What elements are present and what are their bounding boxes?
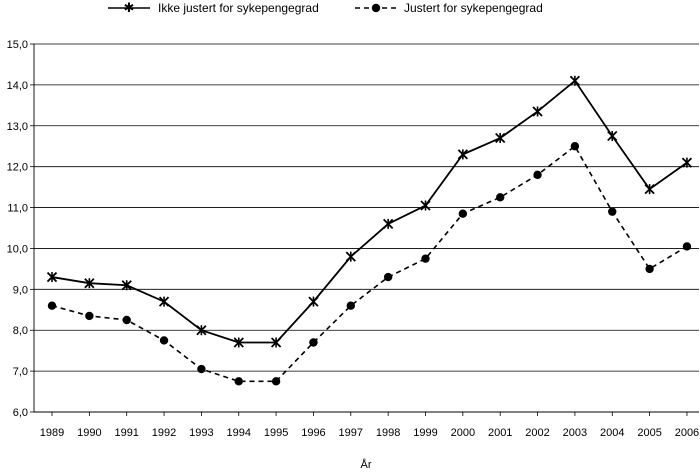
data-point-series-1 (420, 200, 431, 211)
data-point-series-2 (47, 301, 57, 310)
data-point-series-1 (569, 75, 581, 86)
legend-label-series-2: Justert for sykepengegrad (404, 1, 543, 15)
data-point-series-1 (383, 218, 394, 230)
data-point-series-1 (644, 184, 655, 195)
legend-marker-series-1: ✱ (124, 1, 135, 16)
data-point-series-2 (197, 364, 206, 374)
data-point-series-2 (421, 254, 430, 263)
data-point-series-2 (309, 338, 318, 347)
x-tick-label: 1990 (77, 427, 101, 439)
y-tick-label: 15,0 (7, 39, 28, 51)
data-point-series-1 (233, 337, 244, 348)
axes (33, 44, 699, 413)
data-point-series-2 (85, 311, 94, 321)
x-tick-label: 1999 (413, 427, 437, 439)
data-point-series-1 (84, 278, 95, 289)
legend-item-series-1: ✱ Ikke justert for sykepengegrad (108, 1, 319, 16)
data-point-series-2 (608, 207, 617, 216)
x-tick-label: 2002 (525, 427, 549, 439)
x-tick-label: 2004 (600, 427, 624, 439)
y-tick-label: 14,0 (7, 80, 28, 92)
y-tick-label: 10,0 (7, 243, 28, 255)
data-point-series-2 (271, 377, 281, 386)
data-point-series-2 (533, 170, 542, 180)
x-tick-label: 1994 (227, 427, 251, 439)
x-tick-label: 1989 (40, 427, 64, 439)
x-tick-label: 1991 (114, 427, 138, 439)
data-point-series-1 (607, 130, 618, 142)
data-point-series-1 (532, 106, 543, 117)
data-point-series-2 (645, 264, 654, 274)
legend-item-series-2: Justert for sykepengegrad (355, 1, 543, 15)
data-point-series-1 (345, 251, 356, 262)
data-point-series-1 (196, 325, 207, 336)
data-point-series-2 (122, 315, 131, 325)
y-tick-label: 6,0 (13, 407, 28, 419)
grid-lines (34, 43, 699, 372)
x-tick-label: 2000 (451, 427, 475, 439)
y-tick-label: 13,0 (7, 121, 28, 133)
legend: ✱ Ikke justert for sykepengegrad Justert… (108, 1, 543, 16)
x-tick-label: 1996 (301, 427, 325, 439)
data-point-series-2 (159, 336, 169, 345)
x-tick-label: 1998 (376, 427, 400, 439)
legend-label-series-1: Ikke justert for sykepengegrad (158, 1, 319, 15)
data-point-series-2 (346, 301, 355, 310)
x-axis-title: År (361, 458, 372, 471)
x-tick-label: 1993 (189, 427, 213, 439)
data-point-series-1 (121, 280, 132, 291)
x-tick-label: 1992 (152, 427, 176, 439)
x-tick-label: 1995 (264, 427, 288, 439)
series-line-1 (51, 79, 688, 344)
x-tick-label: 2003 (563, 427, 587, 439)
data-point-series-2 (682, 242, 692, 251)
y-tick-label: 12,0 (7, 162, 28, 174)
y-axis-ticks: 6,0 7,0 8,0 9,0 10,0 11,0 12,0 13,0 14,0 15,0 (7, 39, 34, 419)
x-axis-ticks: 1989 1990 1991 1992 1993 1994 1995 1996 1997 1998… (40, 412, 699, 439)
data-point-series-2 (496, 193, 505, 202)
x-tick-label: 2006 (675, 427, 699, 439)
data-point-series-1 (158, 296, 170, 307)
data-point-series-1 (308, 296, 319, 307)
y-tick-label: 11,0 (7, 203, 28, 215)
series-line-2 (51, 145, 688, 383)
x-tick-label: 2001 (488, 427, 512, 439)
series-markers (46, 75, 693, 386)
y-tick-label: 7,0 (13, 366, 28, 378)
data-point-series-1 (457, 149, 468, 160)
data-point-series-1 (681, 157, 693, 168)
data-point-series-1 (46, 271, 58, 283)
data-point-series-2 (234, 377, 243, 386)
x-tick-label: 2005 (637, 427, 661, 439)
y-tick-label: 9,0 (13, 284, 28, 296)
series-lines (51, 79, 688, 383)
data-point-series-2 (570, 142, 580, 151)
legend-marker-series-2 (371, 3, 381, 13)
data-point-series-2 (458, 209, 468, 218)
data-point-series-1 (270, 337, 282, 348)
data-point-series-1 (495, 132, 506, 144)
x-tick-label: 1997 (339, 427, 363, 439)
data-point-series-2 (383, 272, 393, 282)
y-tick-label: 8,0 (13, 325, 28, 337)
